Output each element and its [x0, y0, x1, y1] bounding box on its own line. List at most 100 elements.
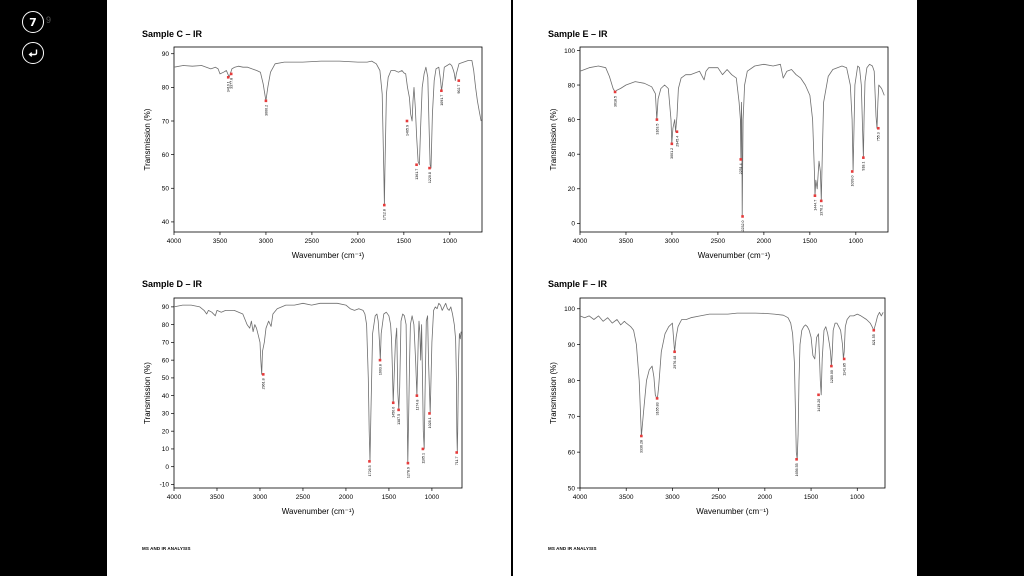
y-tick-label: 60: [162, 357, 170, 364]
peak-marker: [655, 118, 659, 121]
x-tick-label: 1000: [850, 494, 865, 501]
x-tick-label: 2500: [305, 238, 320, 245]
peak-marker: [428, 166, 431, 170]
y-tick-label: 70: [162, 340, 170, 347]
x-tick-label: 4000: [573, 238, 588, 245]
page-footer: MS AND IR ANALYSIS: [548, 546, 597, 551]
peak-label: 918.1: [862, 162, 866, 171]
ir-chart-sample-f: 4000 3500 3000 2500 2000 1500 1000 50 60 70 80 90 10…: [549, 297, 886, 516]
peak-marker: [819, 199, 823, 203]
peak-label: 1039.0: [851, 175, 855, 186]
peak-marker: [415, 394, 419, 397]
chart-title-sample-c: Sample C – IR: [142, 29, 203, 39]
peak-label: 3410.1: [227, 81, 231, 92]
y-tick-label: 10: [162, 446, 170, 453]
x-tick-label: 4000: [167, 238, 182, 245]
return-arrow-glyph: [28, 49, 38, 57]
y-axis-label: Transmission (%): [549, 362, 558, 424]
y-tick-label: 50: [568, 485, 576, 492]
y-tick-label: 40: [568, 151, 576, 158]
ir-chart-sample-e: 4000 3500 3000 2500 2000 1500 1000 0 20 40 60 80 100…: [549, 46, 889, 260]
spectrum-line: [579, 63, 885, 217]
peak-label: 1419.20: [817, 399, 821, 412]
page-number-button[interactable]: 7: [22, 11, 44, 33]
peak-marker: [655, 397, 659, 400]
peak-marker: [817, 393, 820, 397]
peak-label: 1444.7: [813, 200, 817, 211]
peak-marker: [813, 194, 817, 197]
peak-marker: [675, 130, 679, 134]
x-tick-label: 3000: [665, 238, 680, 245]
peak-label: 1280.00: [830, 370, 834, 383]
peak-label: 3336.28: [640, 440, 644, 453]
y-tick-label: -10: [160, 482, 170, 489]
x-tick-label: 2000: [757, 238, 772, 245]
y-tick-label: 0: [165, 464, 169, 471]
ir-chart-sample-c: 4000 3500 3000 2500 2000 1500 1000 40 50 60 70 80 90…: [143, 46, 483, 260]
page-number: 7: [29, 15, 37, 29]
y-tick-label: 30: [162, 411, 170, 418]
peak-marker: [397, 408, 400, 412]
return-arrow-icon[interactable]: [22, 42, 44, 64]
peak-marker: [741, 215, 744, 218]
y-tick-label: 40: [162, 219, 170, 226]
peak-marker: [842, 357, 846, 361]
y-tick-label: 80: [162, 322, 170, 329]
peak-marker: [640, 434, 643, 438]
peak-marker: [670, 142, 674, 146]
y-tick-label: 20: [568, 186, 576, 193]
x-tick-label: 2000: [758, 494, 773, 501]
y-tick-label: 60: [162, 152, 170, 159]
y-tick-label: 80: [162, 85, 170, 92]
peak-label: 821.55: [872, 334, 876, 345]
spectrum-line: [173, 302, 462, 464]
peak-marker: [877, 126, 880, 130]
peak-label: 1278.9: [406, 467, 410, 478]
spectrum-line: [579, 311, 884, 460]
y-tick-label: 80: [568, 378, 576, 385]
peak-label: 1726.5: [368, 465, 372, 476]
x-axis-label: Wavenumber (cm⁻¹): [698, 251, 771, 260]
y-tick-label: 100: [564, 48, 575, 55]
peak-marker: [264, 99, 268, 103]
x-axis-label: Wavenumber (cm⁻¹): [696, 507, 769, 516]
x-tick-label: 1000: [849, 238, 864, 245]
x-tick-label: 2500: [711, 238, 726, 245]
peak-marker: [739, 158, 743, 161]
x-tick-label: 2000: [351, 238, 366, 245]
x-tick-label: 2000: [339, 494, 354, 501]
peak-marker: [378, 358, 382, 362]
peak-marker: [850, 170, 854, 173]
peak-marker: [226, 75, 230, 79]
x-tick-label: 1500: [803, 238, 818, 245]
peak-label: 1712.8: [383, 209, 387, 220]
peak-label: 1028.1: [428, 417, 432, 428]
y-tick-label: 100: [564, 306, 575, 313]
peak-marker: [862, 156, 865, 159]
peak-label: 3377.8: [230, 78, 234, 89]
peak-label: 3000.2: [264, 105, 268, 116]
peak-label: 1656.55: [795, 463, 799, 476]
peak-marker: [415, 163, 418, 167]
peak-label: 3163.5: [655, 124, 659, 135]
y-tick-label: 50: [162, 375, 170, 382]
peak-marker: [421, 447, 425, 451]
peak-marker: [613, 90, 617, 94]
peak-label: 3001.2: [670, 148, 674, 159]
y-tick-label: 80: [568, 82, 576, 89]
x-tick-label: 4000: [573, 494, 588, 501]
x-tick-label: 3500: [619, 494, 634, 501]
y-tick-label: 60: [568, 117, 576, 124]
x-tick-label: 1500: [397, 238, 412, 245]
y-axis-label: Transmission (%): [549, 108, 558, 170]
peak-label: 1603.8: [378, 364, 382, 375]
y-tick-label: 40: [162, 393, 170, 400]
x-tick-label: 3000: [259, 238, 274, 245]
peak-marker: [440, 89, 443, 93]
peak-label: 3618.5: [613, 96, 617, 107]
ir-chart-sample-d: 4000 3500 3000 2500 2000 1500 1000 -10 0 10 20 30 40…: [143, 297, 463, 516]
y-tick-label: 90: [162, 304, 170, 311]
peak-marker: [457, 79, 461, 82]
x-tick-label: 3500: [619, 238, 634, 245]
y-tick-label: 90: [162, 51, 170, 58]
